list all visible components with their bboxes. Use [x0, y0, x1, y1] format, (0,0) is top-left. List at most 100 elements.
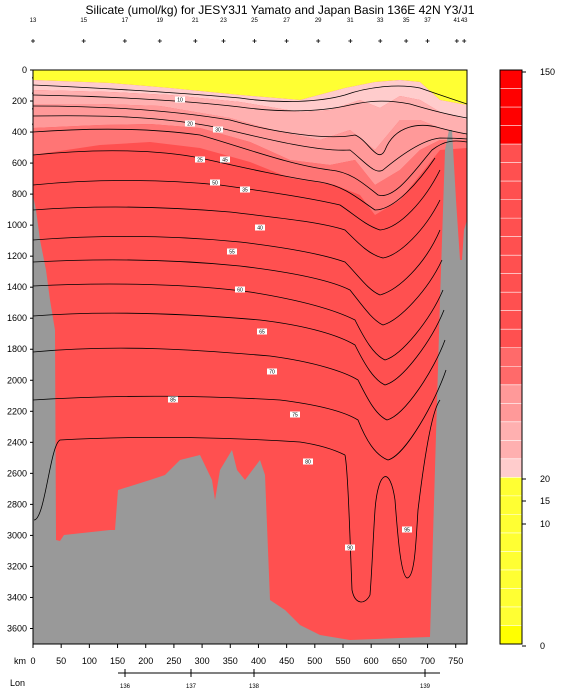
bathymetry-terrain	[33, 70, 467, 644]
y-tick-label: 2000	[7, 375, 27, 385]
lon-tick-label: 138	[249, 684, 260, 690]
x-tick-label: 650	[392, 656, 407, 666]
colorbar-band	[500, 569, 522, 589]
contour-label-box	[220, 156, 230, 163]
y-tick-label: 1600	[7, 313, 27, 323]
x-tick-label: 500	[307, 656, 322, 666]
colorbar-band	[500, 107, 522, 126]
x-tick-label: 400	[251, 656, 266, 666]
contour-label-box	[290, 411, 300, 418]
colorbar-band	[500, 218, 522, 237]
colorbar-band	[500, 403, 522, 423]
station-label: 17	[122, 18, 129, 24]
contour-label-box	[185, 120, 195, 127]
x-axis-label: km	[14, 656, 26, 666]
contour-label: 95	[404, 528, 410, 534]
x-tick-label: 700	[420, 656, 435, 666]
light-pink-layer	[33, 80, 467, 120]
colorbar-band	[500, 625, 522, 645]
x-tick-label: 100	[82, 656, 97, 666]
station-label: 21	[192, 18, 199, 24]
x-axis: 0 50 100 150 200 250 300 350 400 450 500 550 600 650 7…	[30, 644, 463, 666]
contour-label-box	[402, 526, 412, 533]
colorbar-band	[500, 199, 522, 219]
lon-axis-label: Lon	[10, 678, 25, 688]
salmon-layer	[33, 124, 467, 215]
plot-frame	[32, 69, 468, 645]
colorbar-band	[500, 551, 522, 571]
plot-area: 10 20 25 30 35 40 45 50 55 60 65 70 75 80 85 90 95	[33, 70, 467, 644]
colorbar-band	[500, 255, 522, 274]
station-label: 35	[403, 18, 410, 24]
colorbar-tick-label: 20	[540, 474, 550, 484]
colorbar-band	[500, 347, 522, 367]
pink-layer-2	[33, 104, 467, 185]
y-tick-label: 1800	[7, 344, 27, 354]
station-label: 23	[220, 18, 227, 24]
station-label: 43	[461, 18, 468, 24]
colorbar-band	[500, 421, 522, 441]
contour-label-box	[195, 156, 205, 163]
contour-label: 40	[257, 226, 263, 232]
contour-label: 55	[229, 250, 235, 256]
colorbar-labels: 150 20 15 10 0	[522, 67, 555, 651]
chart-title: Silicate (umol/kg) for JESY3J1 Yamato an…	[86, 3, 475, 17]
contour-label: 85	[170, 398, 176, 404]
contour-lines	[33, 84, 467, 603]
colorbar-tick-label: 150	[540, 67, 555, 77]
colorbar-band	[500, 125, 522, 145]
colorbar-band	[500, 384, 522, 404]
y-tick-label: 2200	[7, 406, 27, 416]
lon-tick-label: 137	[186, 684, 197, 690]
contour-label: 70	[269, 370, 275, 376]
contour-label: 10	[177, 98, 183, 104]
colorbar-band	[500, 329, 522, 349]
contour-label-box	[255, 224, 265, 231]
pink-layer-1	[33, 90, 467, 150]
contour-label: 60	[237, 288, 243, 294]
contour-label: 75	[292, 413, 298, 419]
colorbar-band	[500, 236, 522, 256]
y-axis: 0 200 400 600 800 1000 1200 1400 1600 1800 2000 220…	[7, 65, 33, 633]
x-tick-label: 0	[30, 656, 35, 666]
contour-label-box	[227, 248, 237, 255]
lon-axis: 136 137 138 139	[118, 669, 440, 690]
x-tick-label: 50	[56, 656, 66, 666]
colorbar-band	[500, 458, 522, 478]
x-tick-label: 750	[448, 656, 463, 666]
y-tick-label: 2800	[7, 499, 27, 509]
lon-tick-label: 139	[420, 684, 431, 690]
station-label: 19	[156, 18, 163, 24]
colorbar-tick-label: 0	[540, 641, 545, 651]
contour-labels: 10 20 25 30 35 40 45 50 55 60 65 70 75 80 85 90 95	[168, 96, 412, 552]
y-tick-label: 400	[12, 127, 27, 137]
colorbar-tick-label: 15	[540, 496, 550, 506]
colorbar-band	[500, 292, 522, 312]
station-label: 25	[251, 18, 258, 24]
colorbar-band	[500, 514, 522, 534]
contour-label: 35	[242, 188, 248, 194]
y-tick-label: 800	[12, 189, 27, 199]
colorbar-band	[500, 588, 522, 608]
contour-label-box	[168, 396, 178, 403]
colorbar-band	[500, 310, 522, 330]
colorbar-band	[500, 70, 522, 89]
colorbar	[499, 69, 523, 645]
contour-label: 90	[347, 546, 353, 552]
contour-label-box	[240, 186, 250, 193]
contour-label-box	[267, 368, 277, 375]
y-tick-label: 3600	[7, 623, 27, 633]
y-tick-label: 1200	[7, 251, 27, 261]
x-tick-label: 300	[195, 656, 210, 666]
contour-label: 45	[222, 158, 228, 164]
contour-label-box	[303, 458, 313, 465]
y-tick-label: 3200	[7, 561, 27, 571]
station-label: 31	[347, 18, 354, 24]
y-tick-label: 3400	[7, 592, 27, 602]
contour-label: 65	[259, 330, 265, 336]
colorbar-band	[500, 532, 522, 552]
station-label: 15	[80, 18, 87, 24]
colorbar-band	[500, 162, 522, 182]
contour-label: 20	[187, 122, 193, 128]
